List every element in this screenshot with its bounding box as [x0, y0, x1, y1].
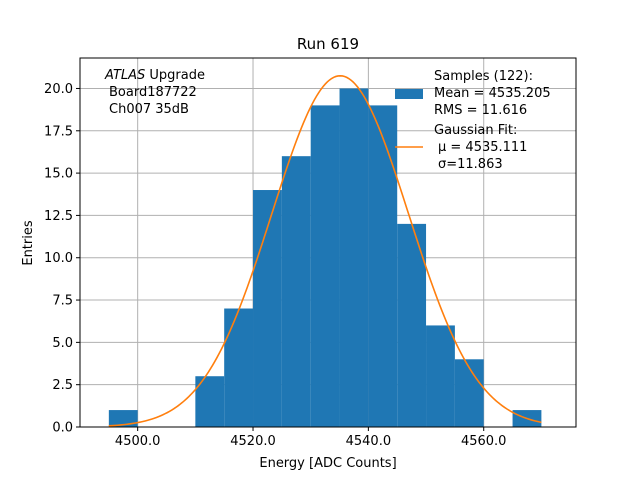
x-axis-ticks: 4500.0 4520.0 4540.0 4560.0 [115, 427, 507, 449]
x-tick-label: 4500.0 [115, 434, 161, 449]
y-tick-label: 15.0 [44, 167, 73, 182]
annotation-upgrade: Upgrade [145, 68, 205, 83]
y-tick-label: 7.5 [52, 294, 73, 309]
legend-samples-swatch [395, 89, 423, 99]
y-axis-label: Entries [21, 220, 36, 266]
histogram-bar [224, 308, 254, 427]
legend-fit-sigma: σ=11.863 [438, 157, 503, 172]
x-tick-label: 4540.0 [346, 434, 392, 449]
legend-fit-mu: μ = 4535.111 [438, 140, 527, 155]
y-tick-label: 10.0 [44, 251, 73, 266]
histogram-bar [310, 105, 340, 427]
legend-samples-mean: Mean = 4535.205 [434, 86, 551, 101]
y-tick-label: 0.0 [52, 421, 73, 436]
histogram-bar [368, 105, 398, 427]
y-tick-label: 12.5 [44, 209, 73, 224]
legend-samples-rms: RMS = 11.616 [434, 103, 527, 118]
histogram-bar [426, 325, 455, 427]
x-tick-label: 4520.0 [230, 434, 276, 449]
legend-fit-title: Gaussian Fit: [434, 123, 517, 138]
chart-title: Run 619 [297, 35, 359, 53]
plot-frame [79, 57, 577, 428]
histogram-bars [108, 88, 542, 427]
histogram-bar [397, 223, 427, 427]
annotation-atlas: ATLAS [104, 68, 145, 83]
histogram-bar [281, 156, 311, 427]
annotation-line-1: ATLAS Upgrade [104, 68, 205, 83]
y-tick-label: 20.0 [44, 82, 73, 97]
legend-samples-title: Samples (122): [434, 69, 533, 84]
y-tick-label: 2.5 [52, 378, 73, 393]
y-axis-ticks: 0.0 2.5 5.0 7.5 10.0 12.5 15.0 17.5 20.0 [44, 82, 80, 436]
x-axis-label: Energy [ADC Counts] [259, 456, 396, 471]
histogram-bar [454, 359, 484, 427]
legend: Samples (122): Mean = 4535.205 RMS = 11.… [395, 69, 551, 172]
annotation-line-2: Board187722 [109, 85, 197, 100]
x-tick-label: 4560.0 [461, 434, 507, 449]
y-tick-label: 17.5 [44, 124, 73, 139]
annotation-line-3: Ch007 35dB [109, 102, 189, 117]
atlas-annotation: ATLAS Upgrade Board187722 Ch007 35dB [104, 68, 205, 117]
histogram-bar [339, 88, 369, 427]
histogram-bar [108, 410, 138, 427]
y-tick-label: 5.0 [52, 336, 73, 351]
gaussian-fit-curve [108, 74, 542, 427]
